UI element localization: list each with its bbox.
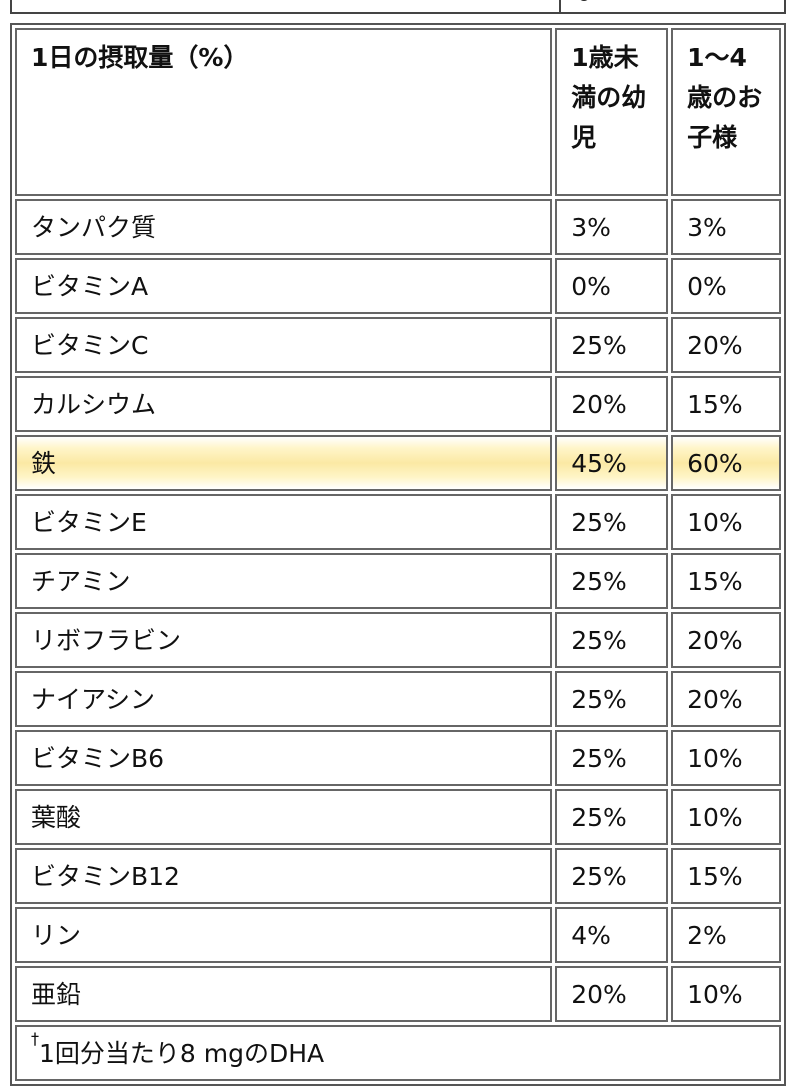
table-body: タンパク質 3% 3% ビタミンA 0% 0% ビタミンC 25% 20% カルシウム 20% 15%… xyxy=(15,199,781,1022)
nutrient-name-cell: ビタミンC xyxy=(15,317,553,373)
table-row: ビタミンE 25% 10% xyxy=(15,494,781,550)
nutrient-name-cell: リン xyxy=(15,907,553,963)
child-value-cell: 10% xyxy=(671,966,781,1022)
header-child-column: 1〜4歳のお子様 xyxy=(671,28,781,196)
cut-off-divider xyxy=(559,0,561,12)
table-row: リボフラビン 25% 20% xyxy=(15,612,781,668)
table-row: タンパク質 3% 3% xyxy=(15,199,781,255)
nutrient-name-cell: カルシウム xyxy=(15,376,553,432)
infant-value-cell: 25% xyxy=(555,553,669,609)
cut-off-previous-row xyxy=(10,0,786,14)
infant-value-cell: 20% xyxy=(555,966,669,1022)
infant-value-cell: 45% xyxy=(555,435,669,491)
table-row: 亜鉛 20% 10% xyxy=(15,966,781,1022)
table-row: ナイアシン 25% 20% xyxy=(15,671,781,727)
table-row: ビタミンB12 25% 15% xyxy=(15,848,781,904)
footnote-text: 1回分当たり8 mgのDHA xyxy=(39,1038,325,1068)
child-value-cell: 20% xyxy=(671,671,781,727)
infant-value-cell: 25% xyxy=(555,612,669,668)
child-value-cell: 0% xyxy=(671,258,781,314)
table-row: チアミン 25% 15% xyxy=(15,553,781,609)
nutrient-name-cell: ナイアシン xyxy=(15,671,553,727)
header-infant-column: 1歳未満の幼児 xyxy=(555,28,669,196)
cut-off-glyph xyxy=(578,0,590,1)
child-value-cell: 2% xyxy=(671,907,781,963)
infant-value-cell: 25% xyxy=(555,671,669,727)
infant-value-cell: 25% xyxy=(555,789,669,845)
child-value-cell: 20% xyxy=(671,317,781,373)
nutrition-table: 1日の摂取量（%） 1歳未満の幼児 1〜4歳のお子様 タンパク質 3% 3% ビタミン… xyxy=(10,23,786,1086)
nutrient-name-cell: リボフラビン xyxy=(15,612,553,668)
child-value-cell: 10% xyxy=(671,494,781,550)
footnote-cell: †1回分当たり8 mgのDHA xyxy=(15,1025,781,1081)
child-value-cell: 15% xyxy=(671,376,781,432)
child-value-cell: 3% xyxy=(671,199,781,255)
child-value-cell: 15% xyxy=(671,848,781,904)
header-daily-intake: 1日の摂取量（%） xyxy=(15,28,553,196)
infant-value-cell: 20% xyxy=(555,376,669,432)
table-row: 鉄 45% 60% xyxy=(15,435,781,491)
infant-value-cell: 0% xyxy=(555,258,669,314)
child-value-cell: 20% xyxy=(671,612,781,668)
infant-value-cell: 25% xyxy=(555,317,669,373)
table-row: カルシウム 20% 15% xyxy=(15,376,781,432)
infant-value-cell: 25% xyxy=(555,494,669,550)
nutrient-name-cell: ビタミンE xyxy=(15,494,553,550)
infant-value-cell: 25% xyxy=(555,848,669,904)
child-value-cell: 10% xyxy=(671,730,781,786)
nutrient-name-cell: タンパク質 xyxy=(15,199,553,255)
nutrient-name-cell: ビタミンB12 xyxy=(15,848,553,904)
footnote-row: †1回分当たり8 mgのDHA xyxy=(15,1025,781,1081)
table-row: ビタミンA 0% 0% xyxy=(15,258,781,314)
table-header-row: 1日の摂取量（%） 1歳未満の幼児 1〜4歳のお子様 xyxy=(15,28,781,196)
child-value-cell: 10% xyxy=(671,789,781,845)
infant-value-cell: 25% xyxy=(555,730,669,786)
table-row: ビタミンB6 25% 10% xyxy=(15,730,781,786)
table-row: ビタミンC 25% 20% xyxy=(15,317,781,373)
child-value-cell: 15% xyxy=(671,553,781,609)
nutrient-name-cell: 鉄 xyxy=(15,435,553,491)
table-row: リン 4% 2% xyxy=(15,907,781,963)
table-row: 葉酸 25% 10% xyxy=(15,789,781,845)
nutrient-name-cell: チアミン xyxy=(15,553,553,609)
nutrient-name-cell: ビタミンB6 xyxy=(15,730,553,786)
infant-value-cell: 4% xyxy=(555,907,669,963)
nutrient-name-cell: ビタミンA xyxy=(15,258,553,314)
nutrient-name-cell: 葉酸 xyxy=(15,789,553,845)
child-value-cell: 60% xyxy=(671,435,781,491)
nutrient-name-cell: 亜鉛 xyxy=(15,966,553,1022)
footnote-mark: † xyxy=(31,1029,39,1049)
infant-value-cell: 3% xyxy=(555,199,669,255)
